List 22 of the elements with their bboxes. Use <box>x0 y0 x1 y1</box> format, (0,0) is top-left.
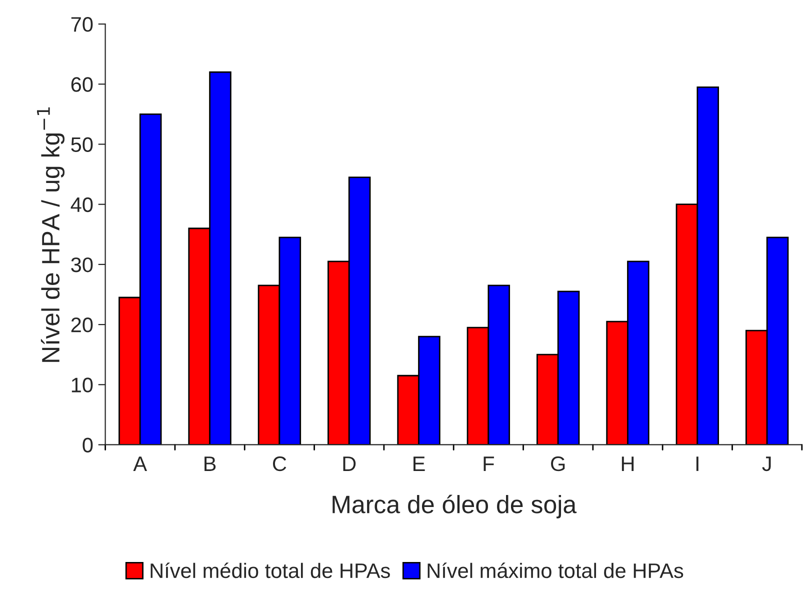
y-tick-label: 0 <box>82 438 93 452</box>
x-axis-title: Marca de óleo de soja <box>332 494 577 518</box>
y-tick-label: 20 <box>71 318 93 332</box>
x-tick-label: B <box>204 456 216 471</box>
x-tick-label: F <box>484 456 494 471</box>
x-tick-label: E <box>414 456 425 471</box>
legend-label: Nível médio total de HPAs <box>150 562 390 578</box>
x-tick-label: A <box>133 456 148 471</box>
x-tick-label: C <box>272 456 286 472</box>
y-axis-title: Nível de HPA / ug kg$^{−1}$ <box>37 107 65 362</box>
y-tick-label: 10 <box>72 378 93 392</box>
x-tick-label: J <box>762 456 771 472</box>
x-tick-label: D <box>343 456 356 471</box>
y-tick-label: 50 <box>71 137 93 152</box>
y-tick-label: 60 <box>71 77 93 92</box>
y-tick-label: 40 <box>70 197 93 212</box>
y-tick-label: 30 <box>71 257 93 272</box>
legend-label: Nível máximo total de HPAs <box>428 562 684 578</box>
x-tick-label: G <box>551 456 565 472</box>
x-tick-label: H <box>622 456 634 471</box>
x-tick-label: I <box>696 456 698 471</box>
y-tick-label: 70 <box>71 17 93 32</box>
